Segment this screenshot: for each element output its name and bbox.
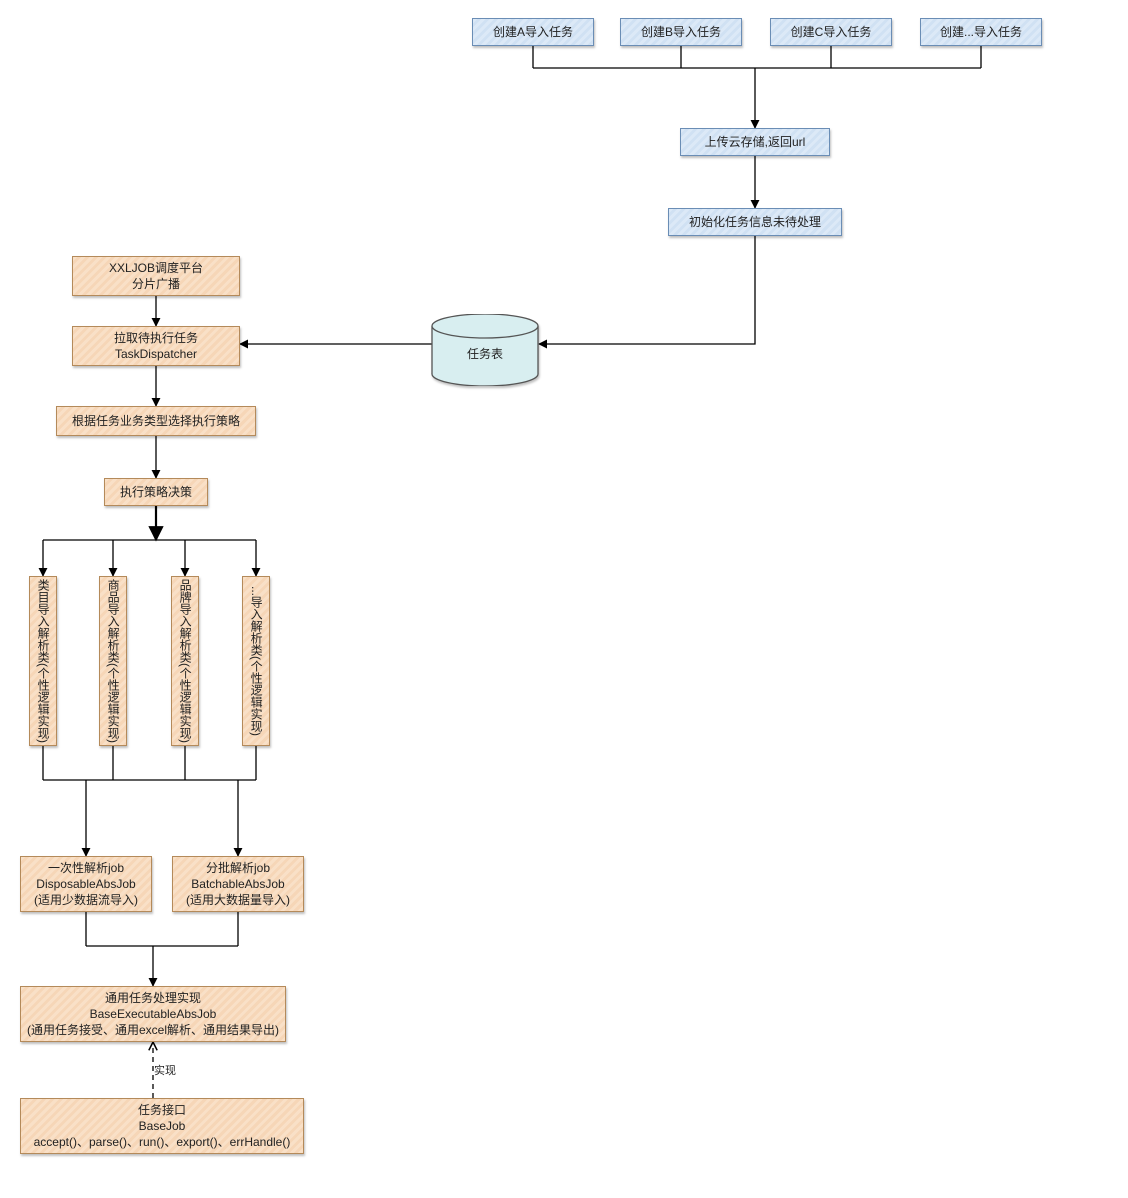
node-label-base: 通用任务处理实现 BaseExecutableAbsJob (通用任务接受、通用… — [27, 990, 279, 1039]
node-base: 通用任务处理实现 BaseExecutableAbsJob (通用任务接受、通用… — [20, 986, 286, 1042]
edge — [539, 236, 755, 344]
node-label-createA: 创建A导入任务 — [493, 24, 573, 40]
node-label-batch: 分批解析job BatchableAbsJob (适用大数据量导入) — [186, 860, 290, 909]
node-createC: 创建C导入任务 — [770, 18, 892, 46]
node-label-parseDot: ...导入解析类(个性逻辑实现) — [248, 586, 264, 736]
node-upload: 上传云存储,返回url — [680, 128, 830, 156]
svg-text:任务表: 任务表 — [467, 346, 503, 361]
node-decide: 执行策略决策 — [104, 478, 208, 506]
node-label-job: 任务接口 BaseJob accept()、parse()、run()、expo… — [34, 1102, 291, 1151]
node-label-parseB: 商品导入解析类(个性逻辑实现) — [105, 579, 121, 743]
node-parseB: 商品导入解析类(个性逻辑实现) — [99, 576, 127, 746]
cylinder-task-table: 任务表 — [431, 314, 539, 391]
node-disp: 一次性解析job DisposableAbsJob (适用少数据流导入) — [20, 856, 152, 912]
node-parseA: 类目导入解析类(个性逻辑实现) — [29, 576, 57, 746]
node-xxljob: XXLJOB调度平台 分片广播 — [72, 256, 240, 296]
edge-label-impl: 实现 — [154, 1062, 176, 1078]
node-createDot: 创建...导入任务 — [920, 18, 1042, 46]
node-parseC: 品牌导入解析类(个性逻辑实现) — [171, 576, 199, 746]
node-select: 根据任务业务类型选择执行策略 — [56, 406, 256, 436]
node-label-init: 初始化任务信息未待处理 — [689, 214, 821, 230]
node-label-parseA: 类目导入解析类(个性逻辑实现) — [35, 579, 51, 743]
node-dispatcher: 拉取待执行任务 TaskDispatcher — [72, 326, 240, 366]
node-label-createB: 创建B导入任务 — [641, 24, 721, 40]
node-label-dispatcher: 拉取待执行任务 TaskDispatcher — [114, 330, 198, 362]
node-label-parseC: 品牌导入解析类(个性逻辑实现) — [177, 579, 193, 743]
node-batch: 分批解析job BatchableAbsJob (适用大数据量导入) — [172, 856, 304, 912]
node-label-createC: 创建C导入任务 — [791, 24, 872, 40]
node-job: 任务接口 BaseJob accept()、parse()、run()、expo… — [20, 1098, 304, 1154]
node-createB: 创建B导入任务 — [620, 18, 742, 46]
node-label-disp: 一次性解析job DisposableAbsJob (适用少数据流导入) — [34, 860, 138, 909]
node-label-xxljob: XXLJOB调度平台 分片广播 — [109, 260, 203, 292]
node-label-upload: 上传云存储,返回url — [705, 134, 806, 150]
node-label-decide: 执行策略决策 — [120, 484, 192, 500]
node-label-createDot: 创建...导入任务 — [940, 24, 1022, 40]
node-createA: 创建A导入任务 — [472, 18, 594, 46]
node-init: 初始化任务信息未待处理 — [668, 208, 842, 236]
node-parseDot: ...导入解析类(个性逻辑实现) — [242, 576, 270, 746]
node-label-select: 根据任务业务类型选择执行策略 — [72, 413, 240, 429]
